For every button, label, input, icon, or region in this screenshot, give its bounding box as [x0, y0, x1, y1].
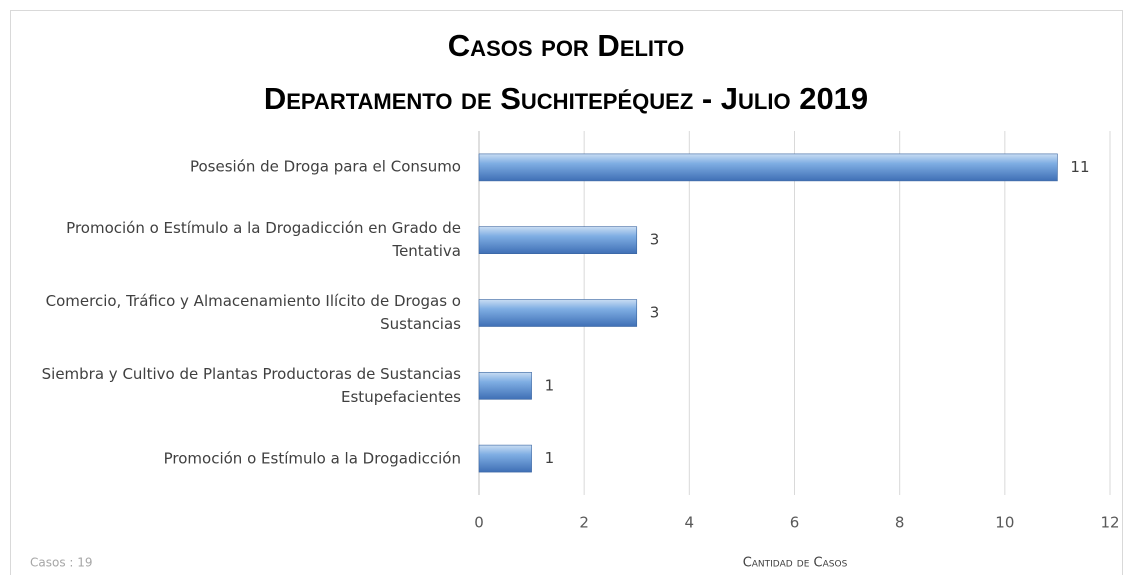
chart-title: Casos por Delito: [448, 28, 684, 63]
value-label: 1: [545, 449, 555, 467]
y-tick-label: Comercio, Tráfico y Almacenamiento Ilíci…: [45, 292, 461, 333]
x-tick-label: 6: [790, 514, 800, 532]
x-tick-label: 10: [995, 514, 1014, 532]
y-tick-label: Posesión de Droga para el Consumo: [189, 157, 461, 176]
bar: [478, 371, 532, 400]
chart-border: [10, 10, 1123, 575]
bar: [478, 153, 1058, 182]
y-tick-label: Siembra y Cultivo de Plantas Productoras…: [41, 364, 461, 406]
x-tick-label: 2: [579, 514, 589, 532]
y-tick-label: Promoción o Estímulo a la Drogadicción: [163, 449, 461, 468]
y-tick-label: Promoción o Estímulo a la Drogadicción e…: [66, 219, 461, 261]
bar: [478, 444, 532, 473]
bar: [478, 299, 638, 327]
bar: [478, 226, 638, 254]
x-tick-label: 0: [474, 514, 484, 532]
chart-subtitle: Departamento de Suchitepéquez - Julio 20…: [264, 81, 868, 116]
x-tick-label: 8: [895, 514, 905, 532]
value-label: 11: [1070, 158, 1089, 176]
value-label: 3: [650, 231, 660, 249]
value-label: 1: [545, 376, 555, 394]
value-label: 3: [650, 304, 660, 322]
x-tick-label: 12: [1100, 514, 1119, 532]
note: Casos : 19: [30, 556, 93, 570]
x-axis-title: Cantidad de Casos: [743, 556, 848, 571]
x-tick-label: 4: [685, 514, 695, 532]
